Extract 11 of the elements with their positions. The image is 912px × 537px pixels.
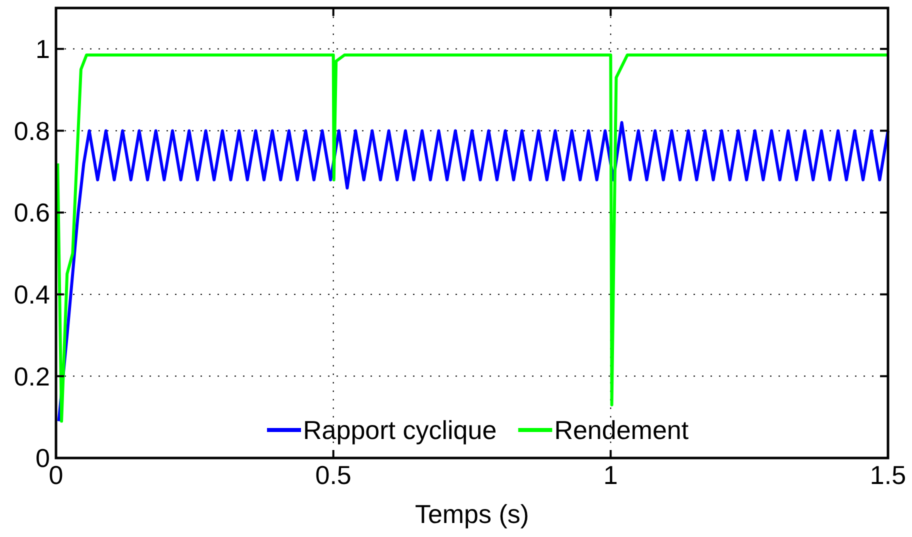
legend-label: Rapport cyclique (303, 415, 497, 446)
y-tick-label: 0.8 (14, 116, 50, 146)
x-axis-title: Temps (s) (414, 499, 530, 529)
y-tick-label: 0.2 (14, 361, 50, 392)
y-tick-label: 1 (36, 34, 50, 64)
legend-label: Rendement (554, 415, 690, 446)
x-tick-label: 0.5 (315, 460, 352, 490)
x-tick-label: 1.5 (870, 460, 906, 490)
y-tick-label: 0.4 (14, 279, 50, 310)
x-tick-label: 1 (603, 460, 618, 490)
y-tick-label: 0.6 (14, 198, 50, 228)
